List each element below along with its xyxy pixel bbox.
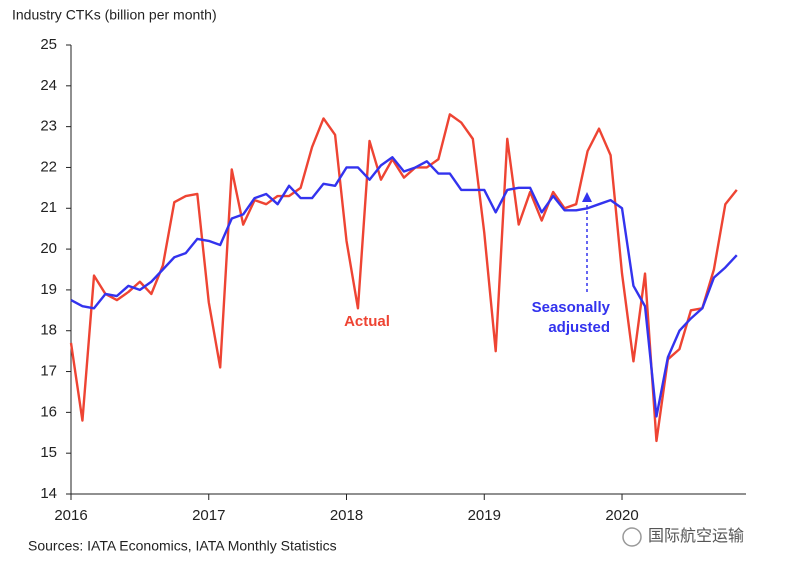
series-line [69, 113, 738, 443]
watermark: 国际航空运输 [648, 527, 744, 545]
y-tick-label: 25 [40, 36, 57, 53]
y-tick-label: 14 [40, 485, 57, 502]
y-tick-label: 21 [40, 199, 57, 216]
watermark-icon [622, 527, 642, 547]
annotation-arrowhead [582, 192, 592, 202]
x-tick-label: 2018 [330, 507, 363, 524]
y-tick-label: 23 [40, 118, 57, 135]
x-tick-label: 2019 [468, 507, 501, 524]
x-tick-label: 2017 [192, 507, 225, 524]
y-tick-label: 18 [40, 322, 57, 339]
y-tick-label: 20 [40, 240, 57, 257]
annotation-actual: Actual [344, 313, 390, 330]
y-tick-label: 17 [40, 363, 57, 380]
annotation-sa: Seasonally [532, 299, 611, 316]
annotation-sa: adjusted [548, 319, 610, 336]
x-tick-label: 2020 [605, 507, 638, 524]
y-tick-label: 22 [40, 158, 57, 175]
y-axis-label: Industry CTKs (billion per month) [12, 7, 217, 23]
y-tick-label: 19 [40, 281, 57, 298]
y-tick-label: 24 [40, 77, 57, 94]
y-tick-label: 15 [40, 444, 57, 461]
y-tick-label: 16 [40, 403, 57, 420]
x-tick-label: 2016 [54, 507, 87, 524]
series-line [70, 156, 738, 418]
source: Sources: IATA Economics, IATA Monthly St… [28, 538, 337, 554]
